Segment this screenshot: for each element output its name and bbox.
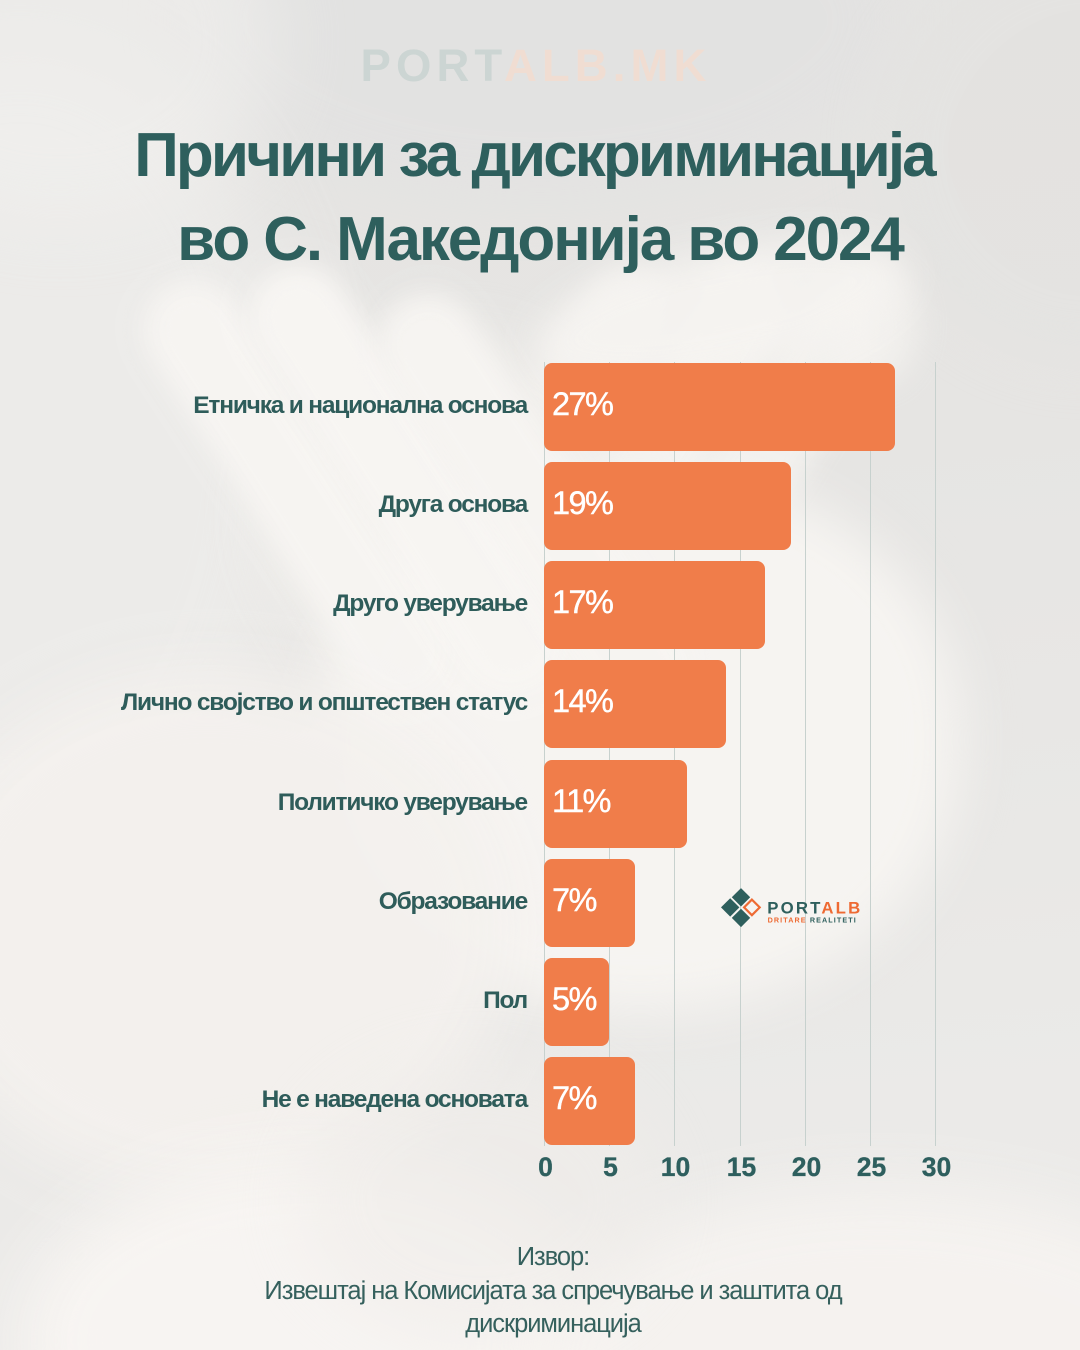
svg-text:PORTALB: PORTALB [767, 898, 862, 917]
svg-text:DRITARE REALITETI: DRITARE REALITETI [768, 915, 857, 924]
